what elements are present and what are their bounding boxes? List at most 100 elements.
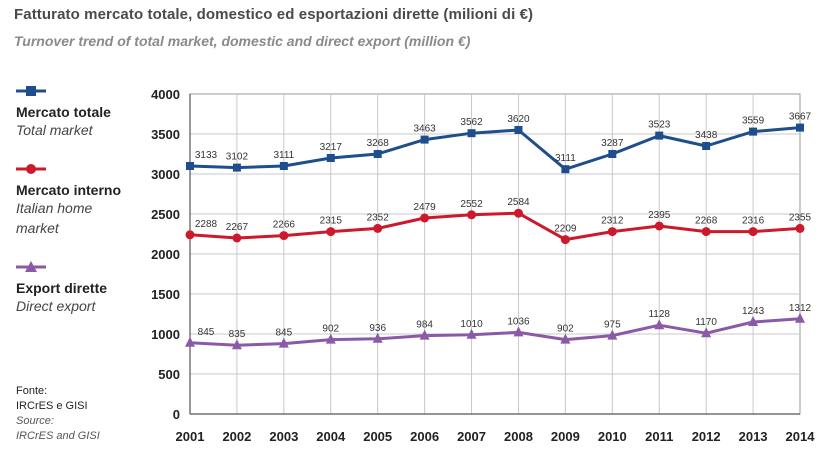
- data-point-marker: [466, 328, 477, 339]
- y-tick-label: 4000: [151, 87, 180, 102]
- legend-label: Mercato interno: [16, 182, 122, 198]
- x-tick-label: 2007: [457, 429, 486, 444]
- data-point-marker: [514, 126, 523, 134]
- data-label: 2316: [742, 216, 765, 227]
- data-label: 2352: [367, 212, 390, 223]
- x-tick-label: 2001: [176, 429, 205, 444]
- data-label: 2209: [554, 224, 577, 235]
- data-point-marker: [232, 163, 241, 172]
- data-label: 2552: [460, 199, 483, 210]
- data-point-marker: [232, 233, 242, 243]
- legend-label: Export dirette: [16, 280, 108, 296]
- legend-sublabel: Italian home market: [16, 200, 93, 236]
- data-label: 3111: [273, 150, 294, 161]
- data-point-marker: [420, 213, 430, 223]
- x-tick-label: 2004: [316, 429, 346, 444]
- legend-square-marker-icon: [16, 86, 46, 96]
- data-point-marker: [748, 316, 759, 326]
- data-label: 936: [369, 323, 386, 334]
- source-label-en: Source:: [16, 415, 54, 427]
- data-label: 2395: [648, 210, 671, 221]
- data-point-marker: [231, 339, 242, 350]
- data-point-marker: [654, 319, 665, 330]
- source-label: Fonte:: [16, 385, 48, 397]
- source-text: IRCrES e GISI: [16, 400, 88, 412]
- data-point-marker: [561, 165, 570, 174]
- data-point-marker: [607, 227, 617, 237]
- data-label: 3559: [742, 116, 765, 127]
- source-text-en: IRCrES and GISI: [16, 430, 100, 442]
- y-tick-label: 2500: [151, 207, 180, 222]
- data-point-marker: [655, 131, 664, 140]
- data-label: 835: [229, 329, 246, 340]
- data-point-marker: [702, 142, 711, 150]
- data-label: 3463: [413, 124, 436, 135]
- data-label: 975: [604, 320, 621, 331]
- y-tick-label: 1500: [151, 287, 180, 302]
- legend-sublabel: Direct export: [16, 298, 96, 314]
- data-point-marker: [326, 227, 336, 237]
- legend-circle-marker-icon: [16, 164, 46, 174]
- data-label: 2266: [273, 220, 296, 231]
- y-tick-label: 500: [158, 367, 180, 382]
- data-label: 1010: [460, 319, 483, 330]
- y-tick-label: 1000: [151, 327, 180, 342]
- data-point-marker: [701, 227, 711, 237]
- data-point-marker: [419, 329, 430, 340]
- data-point-marker: [186, 162, 194, 170]
- x-tick-label: 2009: [551, 429, 580, 444]
- data-point-marker: [372, 332, 383, 343]
- data-point-marker: [279, 162, 288, 170]
- data-label: 2288: [195, 219, 218, 230]
- chart-title: Fatturato mercato totale, domestico ed e…: [14, 6, 534, 23]
- data-point-marker: [749, 127, 758, 136]
- legend-item-home-market: Mercato interno Italian home market: [16, 160, 176, 238]
- data-label: 902: [322, 324, 339, 335]
- data-point-marker: [513, 208, 523, 218]
- x-tick-label: 2014: [786, 429, 816, 444]
- x-tick-label: 2012: [692, 429, 721, 444]
- data-label: 3102: [226, 152, 249, 163]
- x-tick-label: 2003: [269, 429, 298, 444]
- data-point-marker: [185, 336, 195, 347]
- data-label: 3562: [460, 117, 483, 128]
- data-label: 902: [557, 324, 574, 335]
- x-tick-label: 2005: [363, 429, 392, 444]
- x-tick-label: 2011: [645, 429, 673, 444]
- data-label: 984: [416, 320, 433, 331]
- legend-item-total-market: Mercato totale Total market: [16, 82, 176, 140]
- data-point-marker: [607, 329, 618, 340]
- data-point-marker: [795, 223, 805, 233]
- data-point-marker: [326, 154, 335, 162]
- data-label: 3667: [789, 112, 812, 123]
- series-line: [189, 126, 801, 171]
- data-label: 1243: [742, 306, 765, 317]
- data-point-marker: [795, 312, 805, 323]
- legend-item-direct-export: Export dirette Direct export: [16, 258, 176, 316]
- data-label: 2312: [601, 216, 624, 227]
- y-tick-label: 2000: [151, 247, 180, 262]
- data-label: 2479: [413, 202, 436, 213]
- data-label: 3438: [695, 130, 718, 141]
- data-point-marker: [325, 333, 336, 344]
- data-label: 2267: [226, 222, 249, 233]
- y-tick-label: 3000: [151, 167, 180, 182]
- data-label: 3287: [601, 138, 624, 149]
- data-label: 845: [276, 328, 293, 339]
- data-label: 2268: [695, 216, 718, 227]
- data-label: 3133: [195, 150, 218, 161]
- data-point-marker: [420, 135, 429, 144]
- x-tick-label: 2006: [410, 429, 439, 444]
- data-point-marker: [467, 210, 477, 220]
- data-point-marker: [373, 150, 382, 158]
- legend-label: Mercato totale: [16, 104, 111, 120]
- x-tick-label: 2002: [222, 429, 251, 444]
- legend-sublabel: Total market: [16, 122, 93, 138]
- data-point-marker: [467, 129, 476, 138]
- data-point-marker: [278, 337, 289, 348]
- data-point-marker: [185, 230, 195, 240]
- data-point-marker: [560, 235, 570, 245]
- data-label: 1128: [648, 309, 670, 320]
- data-point-marker: [560, 333, 571, 344]
- data-label: 3268: [367, 138, 390, 149]
